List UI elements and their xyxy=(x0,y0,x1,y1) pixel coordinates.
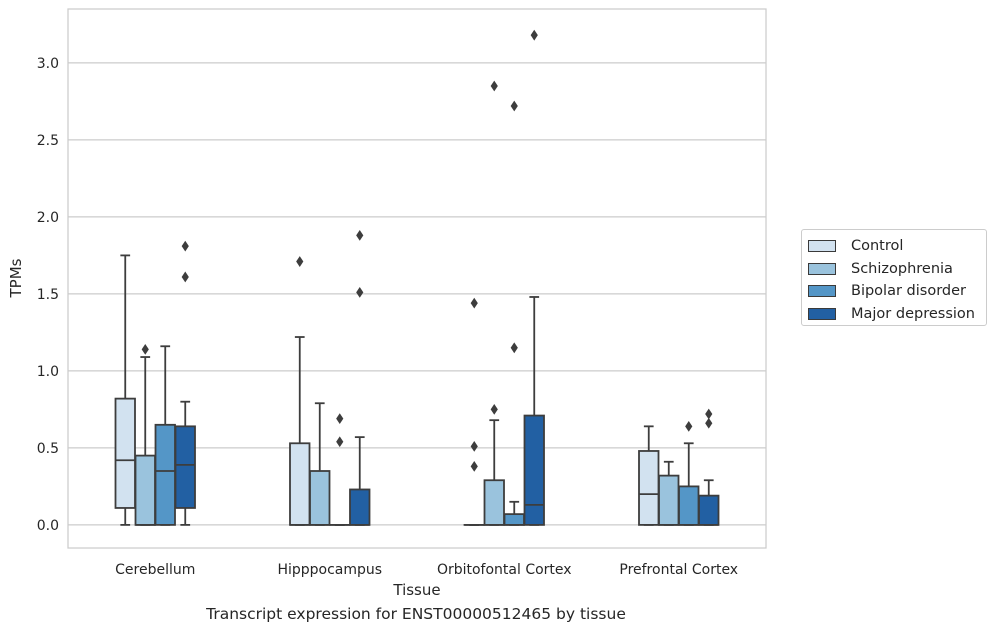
box-body xyxy=(658,474,680,526)
outlier-point xyxy=(510,100,518,112)
box-bipolar-disorder-cerebellum xyxy=(154,345,176,526)
box-body xyxy=(483,479,505,526)
outlier-point xyxy=(336,436,344,448)
y-tick-label: 1.5 xyxy=(37,287,59,303)
x-tick-label: Prefrontal Cortex xyxy=(619,562,738,578)
outlier-point xyxy=(336,413,344,425)
outlier-point xyxy=(181,240,189,252)
box-body xyxy=(698,494,720,526)
x-tick-labels: Cerebellum Hipppocampus Orbitofontal Corte… xyxy=(115,562,738,578)
x-tick-label: Orbitofontal Cortex xyxy=(437,562,572,578)
y-tick-labels: 0.0 0.5 1.0 1.5 2.0 2.5 3.0 xyxy=(37,56,59,534)
outlier-point xyxy=(470,440,478,452)
legend-label-major-depression: Major depression xyxy=(851,305,975,322)
box-body xyxy=(523,414,545,526)
outlier-point xyxy=(490,80,498,92)
outlier-point xyxy=(530,29,538,41)
y-tick-label: 0.0 xyxy=(37,518,59,534)
box-control-cerebellum xyxy=(114,254,136,526)
y-tick-label: 2.0 xyxy=(37,210,59,226)
box-major-depression-prefrontal-cortex xyxy=(698,408,720,526)
box-major-depression-cerebellum xyxy=(174,240,196,526)
box-body xyxy=(349,488,371,526)
box-control-orbitofontal-cortex xyxy=(463,297,485,526)
box-schizophrenia-prefrontal-cortex xyxy=(658,460,680,526)
outlier-point xyxy=(296,256,304,267)
y-tick-label: 0.5 xyxy=(37,441,59,457)
legend-item-major-depression: Major depression xyxy=(808,303,986,326)
legend-swatch-bipolar-disorder xyxy=(808,285,836,298)
outlier-point xyxy=(141,343,149,355)
box-body xyxy=(638,450,660,526)
box-major-depression-orbitofontal-cortex xyxy=(523,29,545,526)
x-axis-label: Tissue xyxy=(392,581,440,599)
y-tick-label: 1.0 xyxy=(37,364,59,380)
x-tick-label: Cerebellum xyxy=(115,562,195,578)
box-control-hipppocampus xyxy=(289,256,311,526)
outlier-point xyxy=(181,271,189,283)
outlier-point xyxy=(685,420,693,432)
y-tick-label: 2.5 xyxy=(37,133,59,149)
y-axis-label: TPMs xyxy=(7,258,25,298)
box-body xyxy=(503,513,525,526)
legend-item-control: Control xyxy=(808,235,986,258)
y-tick-label: 3.0 xyxy=(37,56,59,72)
box-body xyxy=(309,470,331,526)
outlier-point xyxy=(510,342,518,354)
outlier-point xyxy=(470,297,478,309)
box-schizophrenia-orbitofontal-cortex xyxy=(483,80,505,526)
legend-swatch-major-depression xyxy=(808,307,836,320)
outlier-point xyxy=(356,229,364,241)
box-bipolar-disorder-hipppocampus xyxy=(329,413,351,526)
box-body xyxy=(678,485,700,526)
box-bipolar-disorder-prefrontal-cortex xyxy=(678,420,700,526)
legend-swatch-control xyxy=(808,240,836,253)
x-tick-label: Hipppocampus xyxy=(277,562,382,578)
boxes xyxy=(114,29,720,526)
box-body xyxy=(289,442,311,526)
legend-item-bipolar-disorder: Bipolar disorder xyxy=(808,280,986,303)
outlier-point xyxy=(705,408,713,420)
outlier-point xyxy=(470,460,478,472)
legend-label-control: Control xyxy=(851,238,904,255)
box-schizophrenia-hipppocampus xyxy=(309,402,331,526)
legend: Control Schizophrenia Bipolar disorder M… xyxy=(801,229,987,326)
box-bipolar-disorder-orbitofontal-cortex xyxy=(503,100,525,526)
legend-swatch-schizophrenia xyxy=(808,262,836,275)
box-body xyxy=(154,423,176,526)
box-body xyxy=(134,454,156,526)
outlier-point xyxy=(356,286,364,298)
box-control-prefrontal-cortex xyxy=(638,425,660,526)
legend-item-schizophrenia: Schizophrenia xyxy=(808,258,986,281)
box-major-depression-hipppocampus xyxy=(349,229,371,526)
outlier-point xyxy=(490,404,498,415)
box-body xyxy=(174,425,196,509)
box-body xyxy=(114,397,136,509)
legend-label-bipolar-disorder: Bipolar disorder xyxy=(851,283,966,300)
legend-label-schizophrenia: Schizophrenia xyxy=(851,260,953,277)
outlier-point xyxy=(705,417,713,429)
plot-frame xyxy=(67,8,767,549)
chart-caption: Transcript expression for ENST0000051246… xyxy=(206,605,626,623)
